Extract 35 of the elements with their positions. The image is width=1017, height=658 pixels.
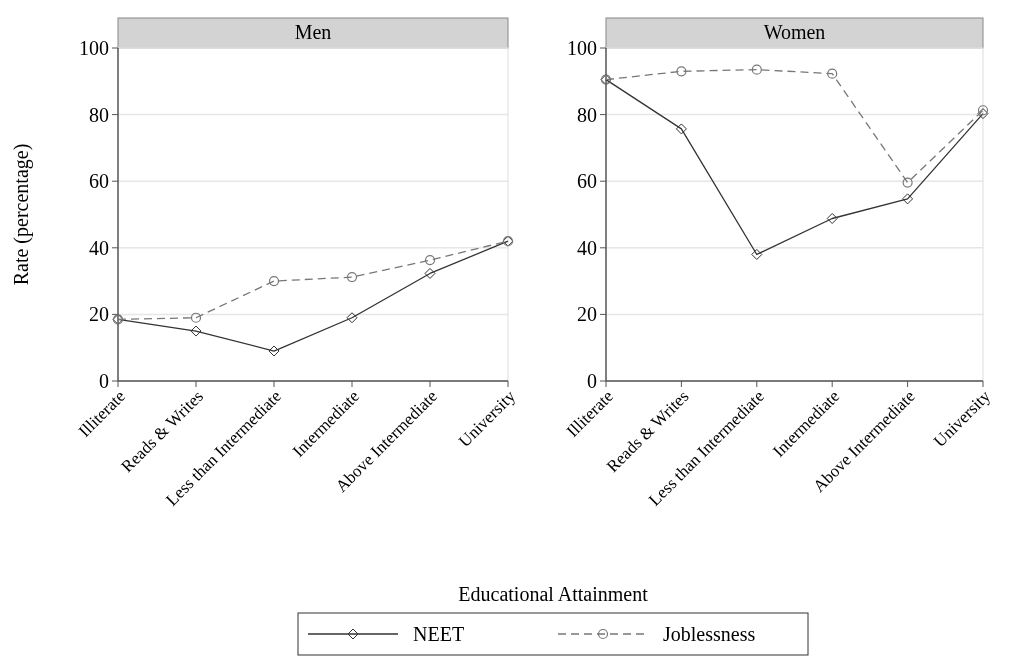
y-tick-label: 100 xyxy=(567,37,597,59)
point xyxy=(268,276,280,287)
y-tick-label: 0 xyxy=(587,370,597,392)
point xyxy=(675,123,687,135)
point xyxy=(827,68,838,79)
x-axis-title: Educational Attainment xyxy=(458,583,649,605)
point xyxy=(977,105,989,116)
point xyxy=(902,177,913,188)
point xyxy=(424,255,436,266)
y-tick-label: 20 xyxy=(89,303,109,326)
y-tick-label: 0 xyxy=(99,370,109,392)
point xyxy=(902,193,914,205)
y-tick-label: 60 xyxy=(577,170,597,193)
y-axis-title: Rate (percentage) xyxy=(10,143,33,286)
legend-label: Joblessness xyxy=(663,623,756,645)
y-tick-label: 100 xyxy=(79,37,109,59)
y-tick-label: 20 xyxy=(577,303,597,326)
point xyxy=(346,312,358,324)
point xyxy=(751,248,763,260)
legend-label: NEET xyxy=(413,623,465,645)
y-tick-label: 40 xyxy=(89,236,109,259)
point xyxy=(190,312,202,323)
point xyxy=(676,66,687,77)
point xyxy=(977,108,989,120)
chart-title: Women xyxy=(763,21,826,43)
y-tick-label: 60 xyxy=(89,170,109,193)
y-tick-label: 40 xyxy=(577,236,597,259)
point xyxy=(424,267,436,279)
y-tick-label: 80 xyxy=(577,103,597,126)
point xyxy=(751,64,762,75)
y-tick-label: 80 xyxy=(89,103,109,126)
point xyxy=(346,272,358,283)
point xyxy=(190,325,202,337)
chart-title: Men xyxy=(294,21,332,43)
point xyxy=(826,213,838,224)
